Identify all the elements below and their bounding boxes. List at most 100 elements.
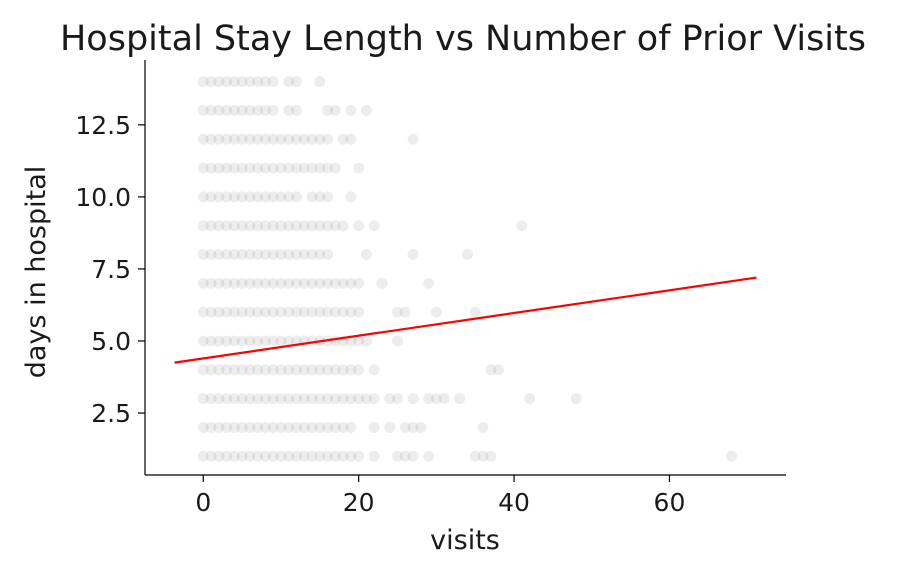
scatter-point <box>205 104 217 116</box>
scatter-point <box>267 220 279 232</box>
scatter-point <box>197 450 209 462</box>
scatter-point <box>345 133 357 145</box>
scatter-point <box>298 249 310 261</box>
scatter-point <box>275 364 287 376</box>
scatter-point <box>205 450 217 462</box>
scatter-point <box>291 104 303 116</box>
scatter-point <box>221 277 233 289</box>
scatter-point <box>228 249 240 261</box>
scatter-point <box>236 249 248 261</box>
scatter-point <box>259 249 271 261</box>
scatter-point <box>306 421 318 433</box>
scatter-point <box>726 450 738 462</box>
scatter-point <box>244 76 256 88</box>
scatter-point <box>407 249 419 261</box>
scatter-point <box>228 133 240 145</box>
scatter-point <box>221 421 233 433</box>
scatter-point <box>423 393 435 405</box>
scatter-point <box>236 450 248 462</box>
scatter-point <box>252 162 264 174</box>
scatter-point <box>221 306 233 318</box>
scatter-point <box>236 364 248 376</box>
scatter-point <box>322 133 334 145</box>
x-axis-ticks: 0 20 40 60 <box>195 475 685 517</box>
scatter-point <box>291 393 303 405</box>
scatter-point <box>228 191 240 203</box>
scatter-point <box>252 421 264 433</box>
scatter-point <box>423 277 435 289</box>
scatter-point <box>298 220 310 232</box>
scatter-point <box>314 76 326 88</box>
scatter-point <box>291 133 303 145</box>
scatter-point <box>329 393 341 405</box>
scatter-point <box>291 450 303 462</box>
scatter-point <box>337 450 349 462</box>
y-tick-label: 10.0 <box>75 183 131 212</box>
scatter-point <box>228 162 240 174</box>
scatter-point <box>454 393 466 405</box>
scatter-point <box>329 450 341 462</box>
scatter-point <box>252 76 264 88</box>
scatter-point <box>283 104 295 116</box>
scatter-point <box>221 162 233 174</box>
scatter-point <box>322 249 334 261</box>
scatter-point <box>197 76 209 88</box>
scatter-point <box>360 335 372 347</box>
scatter-point <box>213 364 225 376</box>
scatter-point <box>213 421 225 433</box>
scatter-point <box>244 104 256 116</box>
y-tick-label: 2.5 <box>91 399 131 428</box>
scatter-point <box>399 450 411 462</box>
scatter-point <box>275 335 287 347</box>
scatter-point <box>252 277 264 289</box>
scatter-point <box>353 277 365 289</box>
scatter-point <box>213 191 225 203</box>
scatter-point <box>337 133 349 145</box>
scatter-point <box>244 133 256 145</box>
scatter-point <box>469 306 481 318</box>
scatter-point <box>329 306 341 318</box>
scatter-point <box>259 220 271 232</box>
scatter-point <box>236 335 248 347</box>
scatter-point <box>197 421 209 433</box>
scatter-point <box>244 277 256 289</box>
scatter-point <box>236 191 248 203</box>
scatter-point <box>213 249 225 261</box>
scatter-point <box>291 421 303 433</box>
scatter-point <box>228 220 240 232</box>
scatter-point <box>314 220 326 232</box>
scatter-point <box>291 162 303 174</box>
scatter-point <box>345 277 357 289</box>
scatter-point <box>345 191 357 203</box>
scatter-point <box>244 393 256 405</box>
scatter-point <box>392 335 404 347</box>
scatter-point <box>516 220 528 232</box>
scatter-point <box>244 162 256 174</box>
y-tick-label: 5.0 <box>91 327 131 356</box>
scatter-point <box>252 249 264 261</box>
scatter-point <box>221 249 233 261</box>
scatter-point <box>267 133 279 145</box>
scatter-point <box>259 364 271 376</box>
scatter-point <box>430 306 442 318</box>
scatter-point <box>259 277 271 289</box>
scatter-point <box>244 306 256 318</box>
scatter-point <box>205 162 217 174</box>
scatter-point <box>399 421 411 433</box>
scatter-point <box>392 306 404 318</box>
scatter-point <box>283 133 295 145</box>
scatter-point <box>252 306 264 318</box>
scatter-point <box>314 249 326 261</box>
scatter-point <box>283 364 295 376</box>
scatter-point <box>267 162 279 174</box>
scatter-point <box>213 76 225 88</box>
scatter-point <box>283 306 295 318</box>
scatter-point <box>259 393 271 405</box>
scatter-point <box>236 104 248 116</box>
scatter-point <box>329 104 341 116</box>
scatter-point <box>322 421 334 433</box>
scatter-point <box>322 220 334 232</box>
scatter-point <box>252 133 264 145</box>
scatter-point <box>259 450 271 462</box>
scatter-point <box>221 220 233 232</box>
